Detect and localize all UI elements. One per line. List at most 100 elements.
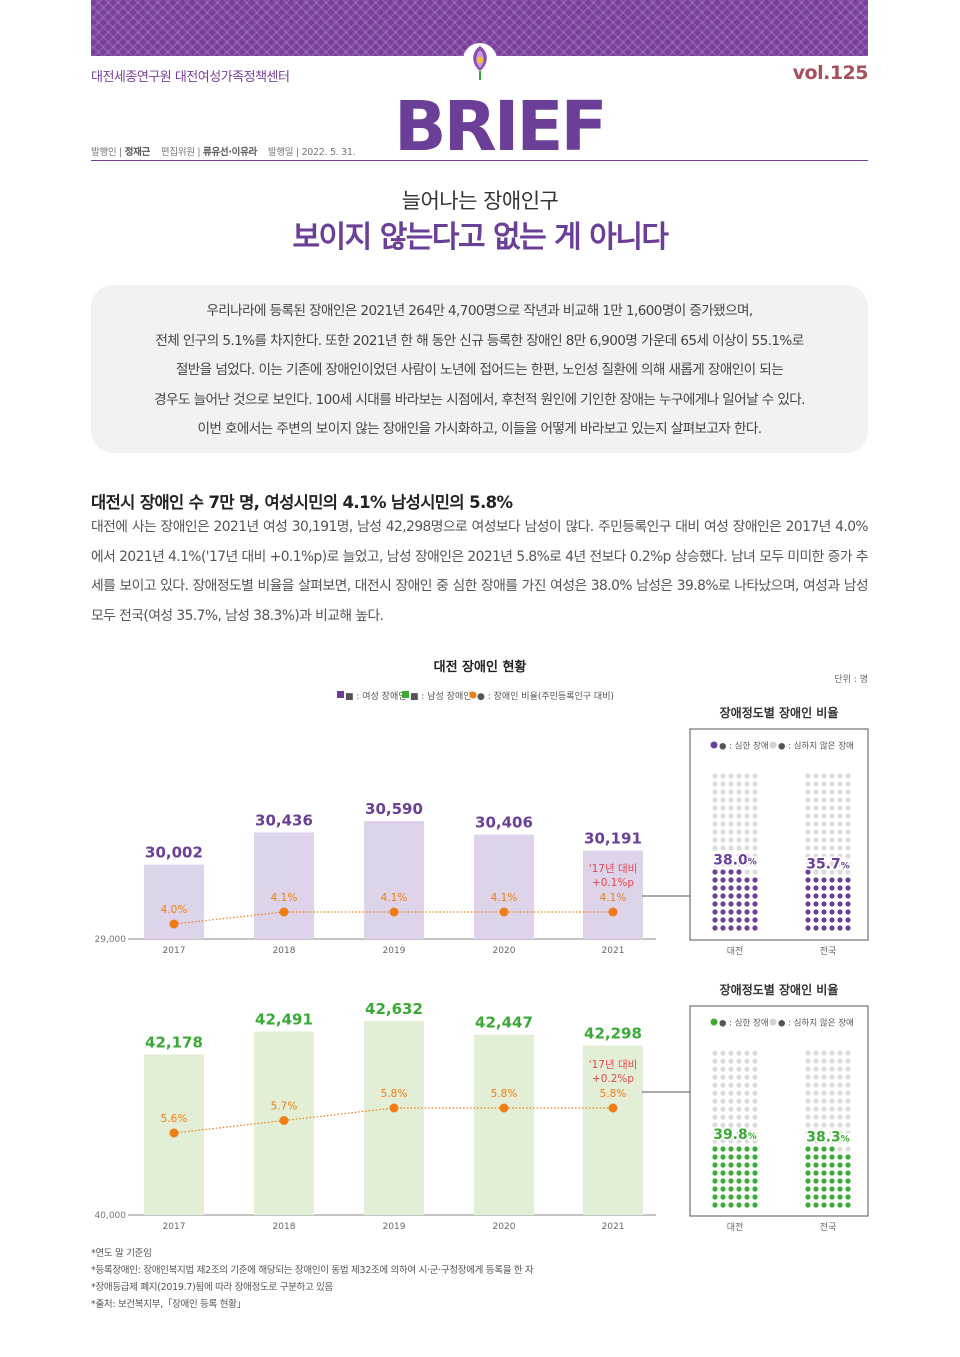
female-picto-dot bbox=[845, 925, 851, 931]
female-picto-dot bbox=[821, 837, 827, 843]
publisher-name: 정재근 bbox=[124, 147, 151, 158]
male-picto-dot bbox=[720, 1122, 726, 1128]
female-picto-dot bbox=[845, 813, 851, 819]
female-picto-dot bbox=[845, 829, 851, 835]
male-picto-dot bbox=[813, 1098, 819, 1104]
female-picto-dot bbox=[837, 829, 843, 835]
female-picto-dot bbox=[712, 885, 718, 891]
male-picto-dot bbox=[837, 1154, 843, 1160]
female-picto-category: 전국 bbox=[820, 946, 837, 957]
female-picto-dot bbox=[736, 925, 742, 931]
male-picto-dot bbox=[728, 1154, 734, 1160]
female-picto-dot bbox=[829, 877, 835, 883]
female-picto-dot bbox=[728, 869, 734, 875]
male-picto-dot bbox=[744, 1098, 750, 1104]
female-picto-dot bbox=[712, 917, 718, 923]
female-picto-dot bbox=[821, 773, 827, 779]
female-picto-dot bbox=[728, 853, 734, 859]
female-picto-dot bbox=[845, 861, 851, 867]
female-picto-dot bbox=[805, 861, 811, 867]
male-picto-dot bbox=[712, 1130, 718, 1136]
publish-date: 2022. 5. 31. bbox=[301, 147, 356, 158]
male-picto-dot bbox=[821, 1130, 827, 1136]
editors-label: 편집위원 | bbox=[160, 147, 201, 158]
male-picto-dot bbox=[712, 1194, 718, 1200]
female-picto-dot bbox=[805, 925, 811, 931]
male-picto-dot bbox=[752, 1146, 758, 1152]
female-picto-dot bbox=[837, 861, 843, 867]
male-tick-label: 2018 bbox=[273, 1222, 296, 1232]
male-picto-dot bbox=[744, 1186, 750, 1192]
female-picto-title: 장애정도별 장애인 비율 bbox=[720, 705, 839, 720]
female-picto-dot bbox=[829, 773, 835, 779]
female-picto-dot bbox=[821, 805, 827, 811]
female-picto-dot bbox=[736, 877, 742, 883]
male-picto-dot bbox=[813, 1050, 819, 1056]
female-value-label: 30,191 bbox=[584, 830, 642, 848]
male-picto-dot bbox=[720, 1074, 726, 1080]
male-picto-dot bbox=[736, 1138, 742, 1144]
male-picto-dot bbox=[728, 1162, 734, 1168]
female-picto-dot bbox=[837, 773, 843, 779]
female-picto-dot bbox=[728, 781, 734, 787]
female-tick-label: 2017 bbox=[163, 946, 186, 956]
male-picto-dot bbox=[837, 1194, 843, 1200]
male-ymin-label: 40,000 bbox=[95, 1211, 127, 1221]
male-picto-dot bbox=[845, 1202, 851, 1208]
male-picto-dot bbox=[813, 1114, 819, 1120]
female-picto-dot bbox=[712, 901, 718, 907]
male-picto-dot bbox=[744, 1050, 750, 1056]
male-picto-dot bbox=[712, 1138, 718, 1144]
female-picto-dot bbox=[829, 781, 835, 787]
female-picto-dot bbox=[752, 901, 758, 907]
male-picto-dot bbox=[845, 1130, 851, 1136]
female-picto-dot bbox=[845, 901, 851, 907]
male-picto-dot bbox=[728, 1170, 734, 1176]
female-picto-dot bbox=[837, 821, 843, 827]
female-picto-legend-dot bbox=[710, 741, 718, 749]
male-tick-label: 2019 bbox=[383, 1222, 406, 1232]
summary-line: 절반을 넘었다. 이는 기존에 장애인이었던 사람이 노년에 접어드는 한편, … bbox=[175, 362, 784, 378]
male-picto-dot bbox=[752, 1122, 758, 1128]
female-ratio-point bbox=[608, 907, 618, 917]
male-picto-dot bbox=[829, 1098, 835, 1104]
male-picto-dot bbox=[845, 1138, 851, 1144]
female-ratio-point bbox=[169, 919, 179, 929]
male-picto-dot bbox=[728, 1202, 734, 1208]
female-picto-dot bbox=[744, 861, 750, 867]
footnote: *연도 말 기준임 bbox=[91, 1248, 152, 1259]
female-picto-dot bbox=[813, 829, 819, 835]
female-picto-dot bbox=[736, 917, 742, 923]
male-picto-dot bbox=[720, 1090, 726, 1096]
male-picto-legend-dot bbox=[769, 1018, 777, 1026]
female-picto-dot bbox=[728, 893, 734, 899]
female-picto-dot bbox=[736, 773, 742, 779]
male-picto-dot bbox=[752, 1082, 758, 1088]
female-picto-dot bbox=[712, 893, 718, 899]
male-picto-dot bbox=[728, 1122, 734, 1128]
male-picto-dot bbox=[736, 1154, 742, 1160]
female-picto-dot bbox=[829, 797, 835, 803]
female-picto-dot bbox=[829, 925, 835, 931]
male-picto-dot bbox=[821, 1202, 827, 1208]
female-picto-dot bbox=[829, 853, 835, 859]
female-picto-dot bbox=[736, 901, 742, 907]
female-picto-dot bbox=[821, 845, 827, 851]
male-ratio-point bbox=[279, 1116, 289, 1125]
footnotes: *연도 말 기준임 *등록장애인: 장애인복지법 제2조의 기준에 해당되는 장… bbox=[91, 1245, 534, 1313]
female-picto-dot bbox=[837, 813, 843, 819]
male-picto-dot bbox=[813, 1194, 819, 1200]
female-picto-dot bbox=[728, 901, 734, 907]
male-picto-dot bbox=[720, 1186, 726, 1192]
male-picto-dot bbox=[845, 1154, 851, 1160]
male-ratio-point bbox=[499, 1103, 509, 1113]
female-picto-dot bbox=[712, 837, 718, 843]
male-picto-dot bbox=[712, 1074, 718, 1080]
male-picto-dot bbox=[744, 1138, 750, 1144]
female-picto-dot bbox=[712, 821, 718, 827]
brief-wordmark: BRIEF bbox=[394, 87, 608, 167]
female-picto-dot bbox=[744, 893, 750, 899]
female-picto-dot bbox=[736, 789, 742, 795]
female-picto-value: 35.7% bbox=[806, 857, 850, 873]
male-picto-dot bbox=[752, 1058, 758, 1064]
